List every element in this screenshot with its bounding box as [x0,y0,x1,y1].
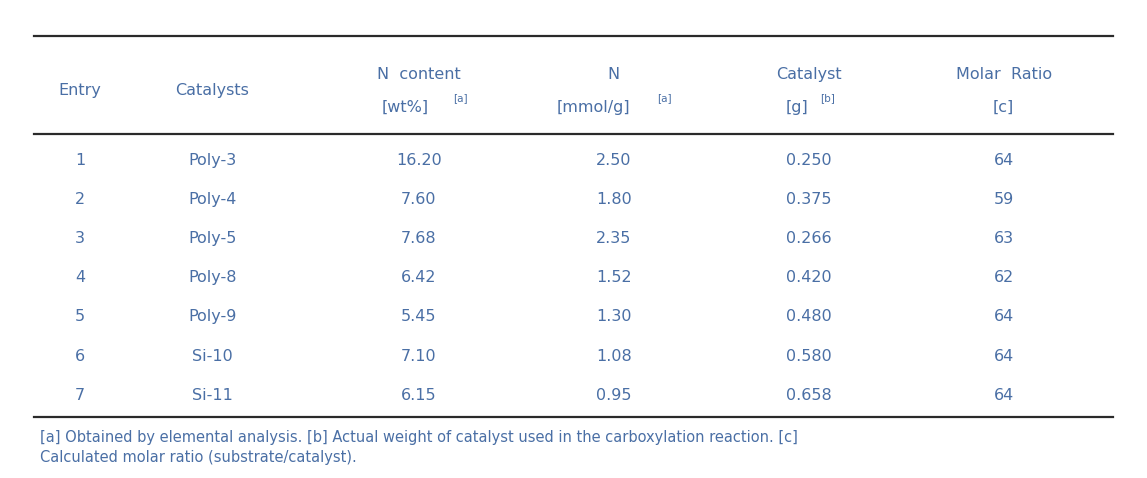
Text: 16.20: 16.20 [396,152,442,168]
Text: 2: 2 [76,192,85,207]
Text: Poly-3: Poly-3 [188,152,236,168]
Text: [b]: [b] [820,93,835,103]
Text: 7.68: 7.68 [400,231,437,246]
Text: N  content: N content [376,66,461,82]
Text: Si-10: Si-10 [192,348,233,364]
Text: 64: 64 [993,309,1014,325]
Text: 6.15: 6.15 [400,388,437,403]
Text: Poly-4: Poly-4 [188,192,236,207]
Text: 0.375: 0.375 [786,192,832,207]
Text: 1: 1 [76,152,85,168]
Text: 2.35: 2.35 [596,231,631,246]
Text: Catalysts: Catalysts [175,83,249,98]
Text: Poly-9: Poly-9 [188,309,236,325]
Text: 0.95: 0.95 [596,388,631,403]
Text: 64: 64 [993,388,1014,403]
Text: [g]: [g] [786,100,809,115]
Text: [a] Obtained by elemental analysis. [b] Actual weight of catalyst used in the ca: [a] Obtained by elemental analysis. [b] … [40,430,798,445]
Text: Entry: Entry [58,83,102,98]
Text: 1.30: 1.30 [596,309,631,325]
Text: 3: 3 [76,231,85,246]
Text: Si-11: Si-11 [192,388,233,403]
Text: 5.45: 5.45 [401,309,436,325]
Text: 1.08: 1.08 [595,348,632,364]
Text: 64: 64 [993,152,1014,168]
Text: 0.580: 0.580 [786,348,832,364]
Text: 7: 7 [76,388,85,403]
Text: Molar  Ratio: Molar Ratio [955,66,1052,82]
Text: Poly-5: Poly-5 [188,231,236,246]
Text: 0.266: 0.266 [786,231,832,246]
Text: 63: 63 [993,231,1014,246]
Text: Calculated molar ratio (substrate/catalyst).: Calculated molar ratio (substrate/cataly… [40,450,357,466]
Text: 64: 64 [993,348,1014,364]
Text: N: N [608,66,619,82]
Text: 7.60: 7.60 [401,192,436,207]
Text: 0.250: 0.250 [786,152,832,168]
Text: Poly-8: Poly-8 [188,270,236,285]
Text: [mmol/g]: [mmol/g] [556,100,630,115]
Text: 59: 59 [993,192,1014,207]
Text: [wt%]: [wt%] [381,100,429,115]
Text: [c]: [c] [993,100,1014,115]
Text: 0.420: 0.420 [786,270,832,285]
Text: 5: 5 [76,309,85,325]
Text: 0.480: 0.480 [786,309,832,325]
Text: Catalyst: Catalyst [775,66,842,82]
Text: 6.42: 6.42 [401,270,436,285]
Text: 7.10: 7.10 [400,348,437,364]
Text: 1.80: 1.80 [595,192,632,207]
Text: 0.658: 0.658 [786,388,832,403]
Text: 1.52: 1.52 [595,270,632,285]
Text: [a]: [a] [657,93,672,103]
Text: [a]: [a] [453,93,468,103]
Text: 4: 4 [76,270,85,285]
Text: 2.50: 2.50 [596,152,631,168]
Text: 62: 62 [993,270,1014,285]
Text: 6: 6 [76,348,85,364]
